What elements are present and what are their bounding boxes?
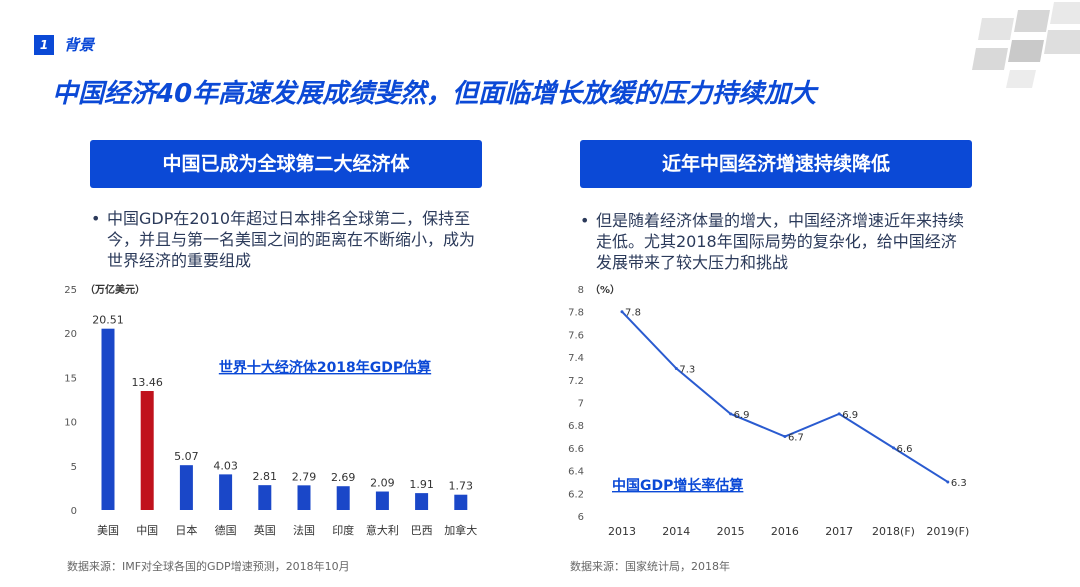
y-axis-label: （万亿美元） — [85, 283, 145, 296]
data-point — [620, 310, 624, 314]
bar — [101, 328, 115, 510]
right-bullet-content: 但是随着经济体量的增大，中国经济增速近年来持续走低。尤其2018年国际局势的复杂… — [596, 211, 965, 272]
x-tick-label: 2014 — [662, 525, 690, 538]
y-tick-label: 6.8 — [568, 421, 584, 432]
bar — [140, 391, 154, 510]
y-tick-label: 8 — [578, 285, 584, 296]
x-tick-label: 法国 — [293, 523, 315, 537]
data-point — [729, 412, 733, 416]
data-point — [892, 446, 895, 450]
data-label: 7.8 — [625, 308, 641, 319]
x-tick-label: 英国 — [254, 523, 276, 537]
section-number-badge: 1 — [34, 35, 54, 55]
data-label: 6.9 — [842, 410, 858, 421]
data-label: 6.3 — [951, 478, 967, 489]
x-tick-label: 美国 — [97, 524, 119, 537]
bar — [375, 491, 389, 510]
x-tick-label: 2019(F) — [926, 525, 969, 538]
y-tick-label: 6 — [578, 512, 584, 523]
y-tick-label: 15 — [64, 373, 77, 384]
data-label: 6.9 — [734, 410, 750, 421]
x-tick-label: 巴西 — [411, 524, 433, 537]
data-label: 2.81 — [253, 470, 278, 483]
y-tick-label: 7.8 — [568, 308, 584, 319]
x-tick-label: 日本 — [175, 523, 197, 537]
bar — [219, 474, 233, 510]
left-source-note: 数据来源：IMF对全球各国的GDP增速预测，2018年10月 — [67, 560, 350, 573]
data-point — [837, 412, 841, 416]
data-label: 13.46 — [131, 376, 163, 389]
right-bullet-text: • 但是随着经济体量的增大，中国经济增速近年来持续走低。尤其2018年国际局势的… — [580, 210, 968, 273]
growth-line — [621, 311, 949, 483]
y-tick-label: 20 — [64, 329, 77, 340]
bar — [336, 486, 350, 510]
section-label: 背景 — [64, 36, 95, 54]
right-source-note: 数据来源：国家统计局，2018年 — [570, 560, 730, 573]
y-tick-label: 6.2 — [568, 489, 584, 500]
y-axis-label: （%） — [590, 283, 620, 296]
x-tick-label: 中国 — [136, 524, 158, 537]
x-tick-label: 2015 — [717, 525, 745, 538]
x-tick-label: 加拿大 — [444, 523, 477, 537]
y-tick-label: 10 — [64, 418, 77, 429]
bar — [179, 465, 193, 510]
data-label: 1.73 — [449, 480, 474, 493]
gdp-bar-chart: 0 5 10 15 20 25 （万亿美元） 20.51 美国 13.46 中国 5.07 日本 4.03… — [64, 283, 477, 537]
x-tick-label: 印度 — [332, 523, 354, 537]
data-label: 6.6 — [897, 444, 913, 455]
data-label: 5.07 — [174, 450, 199, 463]
x-tick-label: 2018(F) — [872, 525, 915, 538]
data-point — [946, 480, 950, 484]
x-tick-label: 2013 — [608, 525, 636, 538]
page-title: 中国经济40年高速发展成绩斐然，但面临增长放缓的压力持续加大 — [52, 79, 817, 109]
y-tick-label: 6.4 — [568, 467, 584, 478]
right-panel-header: 近年中国经济增速持续降低 — [580, 140, 972, 188]
left-bullet-content: 中国GDP在2010年超过日本排名全球第二，保持至今，并且与第一名美国之间的距离… — [107, 209, 476, 270]
y-tick-label: 7 — [578, 399, 584, 410]
data-label: 2.79 — [292, 470, 317, 483]
data-label: 2.69 — [331, 471, 356, 484]
y-tick-label: 5 — [71, 462, 77, 473]
x-tick-label: 德国 — [215, 523, 237, 537]
data-label: 7.3 — [679, 364, 695, 375]
bar — [415, 493, 429, 510]
y-tick-label: 25 — [64, 285, 77, 296]
bar — [258, 485, 272, 510]
y-tick-label: 6.6 — [568, 444, 584, 455]
left-panel-header: 中国已成为全球第二大经济体 — [90, 140, 482, 188]
x-tick-label: 2017 — [825, 525, 853, 538]
bar — [454, 494, 468, 510]
data-label: 20.51 — [92, 314, 124, 327]
data-label: 4.03 — [213, 459, 238, 472]
data-point — [783, 435, 787, 439]
left-bullet-text: • 中国GDP在2010年超过日本排名全球第二，保持至今，并且与第一名美国之间的… — [91, 208, 479, 271]
growth-line-chart: 6 6.2 6.4 6.6 6.8 7 7.2 7.4 7.6 7.8 8 （%） 7.8 2013 7.3… — [568, 283, 969, 538]
data-point — [674, 366, 678, 370]
chart-title: 中国GDP增长率估算 — [612, 477, 743, 494]
y-tick-label: 7.6 — [568, 330, 584, 341]
bullet-dot: • — [91, 209, 101, 228]
data-label: 6.7 — [788, 433, 804, 444]
y-tick-label: 0 — [71, 506, 77, 517]
x-tick-label: 2016 — [771, 525, 799, 538]
x-tick-label: 意大利 — [366, 523, 399, 537]
bar — [297, 485, 311, 510]
y-tick-label: 7.4 — [568, 353, 584, 364]
data-label: 1.91 — [409, 478, 434, 491]
chart-title: 世界十大经济体2018年GDP估算 — [219, 359, 431, 376]
decorative-squares — [972, 2, 1080, 88]
data-label: 2.09 — [370, 477, 395, 490]
y-tick-label: 7.2 — [568, 376, 584, 387]
bullet-dot: • — [580, 211, 590, 230]
